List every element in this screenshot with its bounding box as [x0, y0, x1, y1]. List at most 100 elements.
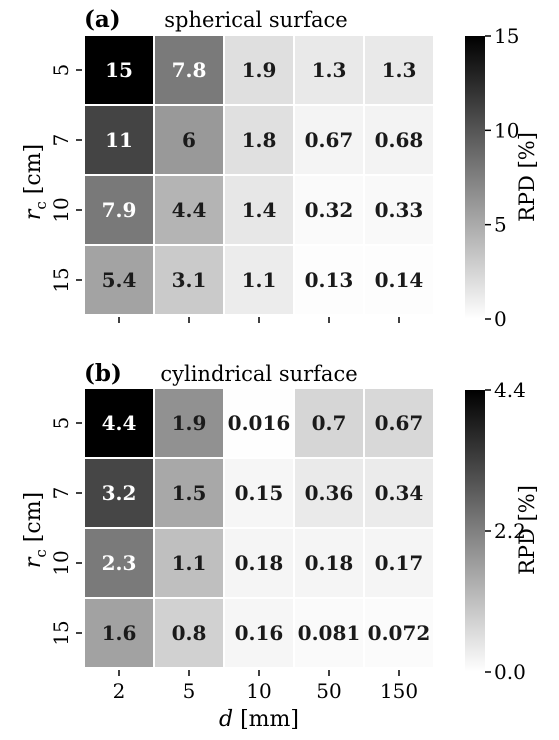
- colorbar-tick-label: 10: [494, 118, 519, 142]
- panel-a-title: spherical surface: [164, 8, 347, 32]
- panel-b-x-axis-label: d [mm]: [219, 707, 299, 732]
- heatmap-cell: [363, 244, 435, 316]
- cell-value-label: 1.1: [242, 268, 277, 292]
- colorbar-tick-label: 0: [494, 307, 507, 331]
- heatmap-cell: [83, 387, 155, 459]
- cell-value-label: 0.67: [375, 411, 424, 435]
- cell-value-label: 6: [182, 128, 196, 152]
- cell-value-label: 0.8: [172, 621, 207, 645]
- cell-value-label: 3.1: [172, 268, 207, 292]
- panel-b-cells: 4.4 1.9 0.016 0.7 0.67 3.2 1.5 0.15 0.36 0.34 2.3 1…: [83, 387, 435, 669]
- x-tick-label: 10: [246, 679, 271, 703]
- cell-value-label: 0.36: [305, 481, 354, 505]
- heatmap-cell: [83, 104, 155, 176]
- cell-value-label: 0.16: [235, 621, 284, 645]
- svg-text:d [mm]: d [mm]: [219, 707, 299, 732]
- heatmap-cell: [153, 457, 225, 529]
- panel-b-x-ticks: 2 5 10 50 150: [113, 670, 418, 703]
- heatmap-cell: [83, 34, 155, 106]
- cell-value-label: 0.32: [305, 198, 354, 222]
- heatmap-cell: [363, 527, 435, 599]
- cell-value-label: 11: [105, 128, 133, 152]
- cell-value-label: 7.8: [172, 58, 207, 82]
- cell-value-label: 2.3: [102, 551, 137, 575]
- colorbar-tick-label: 2.2: [494, 519, 526, 543]
- heatmap-cell: [223, 244, 295, 316]
- y-tick-label: 10: [49, 550, 73, 575]
- panel-a-label: (a): [84, 6, 121, 33]
- panel-a-x-ticks: [118, 317, 400, 323]
- panel-a-cells: 15 7.8 1.9 1.3 1.3 11 6 1.8 0.67 0.68 7.9 4.4 1.4 0.3…: [83, 34, 435, 316]
- heatmap-cell: [83, 597, 155, 669]
- cell-value-label: 0.17: [375, 551, 424, 575]
- cell-value-label: 0.7: [312, 411, 347, 435]
- panel-b-title: cylindrical surface: [160, 362, 357, 386]
- x-tick-label: 150: [380, 679, 418, 703]
- panel-b: (b) cylindrical surface 4.4 1.9 0.016 0.7 0.…: [21, 360, 539, 732]
- cell-value-label: 0.016: [228, 411, 291, 435]
- y-tick-label: 7: [49, 487, 73, 500]
- cell-value-label: 0.072: [368, 621, 431, 645]
- cell-value-label: 0.67: [305, 128, 354, 152]
- x-tick-label: 5: [183, 679, 196, 703]
- heatmap-cell: [293, 174, 365, 246]
- cell-value-label: 1.9: [242, 58, 277, 82]
- y-tick-label: 5: [49, 417, 73, 430]
- panel-a: (a) spherical surface 15 7.8 1.9 1.3 1.3 11 6 1…: [21, 6, 539, 331]
- heatmap-cell: [153, 34, 225, 106]
- cell-value-label: 0.13: [305, 268, 354, 292]
- colorbar-tick-label: 0.0: [494, 660, 526, 684]
- cell-value-label: 0.081: [298, 621, 361, 645]
- cell-value-label: 0.15: [235, 481, 284, 505]
- cell-value-label: 1.5: [172, 481, 207, 505]
- heatmap-cell: [223, 387, 295, 459]
- y-tick-label: 15: [49, 620, 73, 645]
- y-tick-label: 10: [49, 197, 73, 222]
- cell-value-label: 0.18: [305, 551, 354, 575]
- panel-a-y-axis-label: rc [cm]: [21, 144, 50, 220]
- colorbar-gradient: [465, 36, 485, 319]
- heatmap-cell: [223, 104, 295, 176]
- heatmap-cell: [153, 174, 225, 246]
- heatmap-cell: [83, 244, 155, 316]
- cell-value-label: 15: [105, 58, 133, 82]
- cell-value-label: 7.9: [102, 198, 137, 222]
- y-tick-label: 5: [49, 64, 73, 77]
- panel-b-colorbar-label: RPD [%]: [515, 485, 539, 575]
- cell-value-label: 1.8: [242, 128, 277, 152]
- heatmap-cell: [363, 104, 435, 176]
- heatmap-cell: [363, 387, 435, 459]
- panel-a-colorbar: 0 5 10 15: [465, 24, 519, 331]
- heatmap-cell: [363, 597, 435, 669]
- y-tick-label: 15: [49, 267, 73, 292]
- colorbar-gradient: [465, 390, 485, 672]
- cell-value-label: 0.33: [375, 198, 424, 222]
- cell-value-label: 1.3: [382, 58, 417, 82]
- panel-a-y-ticks: 5 7 10 15: [49, 64, 82, 293]
- heatmap-cell: [153, 244, 225, 316]
- heatmap-cell: [153, 387, 225, 459]
- heatmap-cell: [223, 597, 295, 669]
- colorbar-tick-label: 15: [494, 24, 519, 48]
- y-tick-label: 7: [49, 134, 73, 147]
- panel-b-y-ticks: 5 7 10 15: [49, 417, 82, 646]
- panel-a-colorbar-label: RPD [%]: [515, 132, 539, 222]
- svg-text:rc [cm]: rc [cm]: [21, 144, 50, 220]
- panel-b-label: (b): [84, 360, 122, 387]
- cell-value-label: 5.4: [102, 268, 137, 292]
- panel-b-y-axis-label: rc [cm]: [21, 492, 50, 568]
- cell-value-label: 1.6: [102, 621, 137, 645]
- x-tick-label: 2: [113, 679, 126, 703]
- cell-value-label: 3.2: [102, 481, 137, 505]
- cell-value-label: 1.3: [312, 58, 347, 82]
- colorbar-tick-label: 5: [494, 213, 507, 237]
- cell-value-label: 0.34: [375, 481, 424, 505]
- colorbar-tick-label: 4.4: [494, 378, 526, 402]
- cell-value-label: 0.18: [235, 551, 284, 575]
- heatmap-cell: [293, 244, 365, 316]
- cell-value-label: 0.68: [375, 128, 424, 152]
- svg-text:rc [cm]: rc [cm]: [21, 492, 50, 568]
- cell-value-label: 4.4: [172, 198, 207, 222]
- cell-value-label: 1.9: [172, 411, 207, 435]
